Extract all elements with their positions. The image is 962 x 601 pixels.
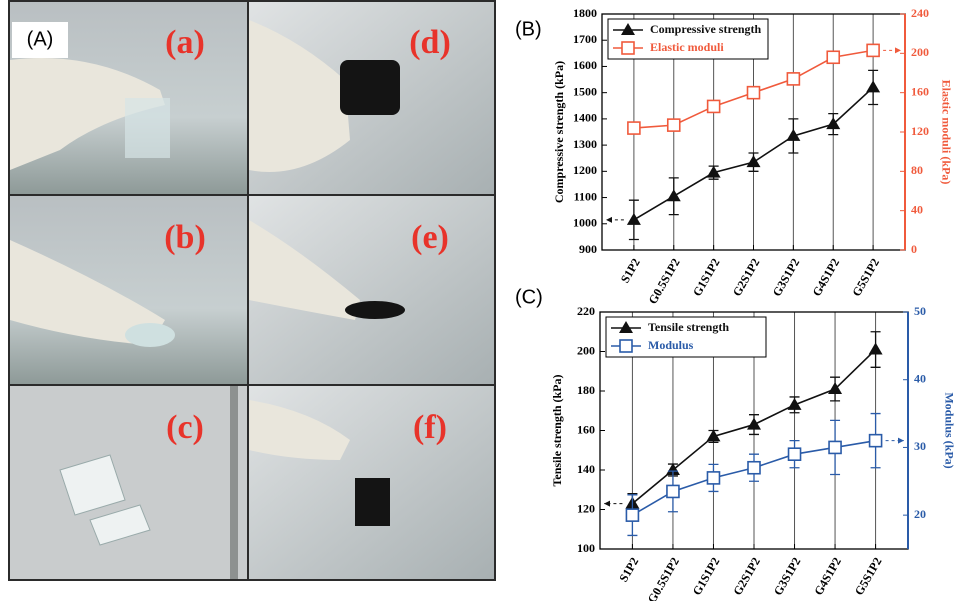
marker: [789, 448, 801, 460]
y-tick-label: 1400: [573, 111, 597, 125]
x-tick-label: S1P2: [616, 555, 641, 585]
panel-label: (A): [27, 28, 54, 50]
marker: [870, 435, 882, 447]
marker: [707, 472, 719, 484]
legend-label: Tensile strength: [648, 320, 729, 334]
x-tick-label: G0.5S1P2: [645, 555, 682, 601]
y-tick-label: 1100: [574, 189, 597, 203]
photo-panel: (A) (a) (d) (b) (e) (c) (f): [8, 0, 496, 581]
marker: [867, 44, 879, 56]
marker: [827, 51, 839, 63]
x-tick-label: G5S1P2: [849, 256, 882, 299]
axis-pointer-head: [604, 501, 610, 507]
axis-pointer-head: [898, 438, 904, 444]
y-tick-label: 1200: [573, 163, 597, 177]
y2-tick-label: 20: [914, 507, 926, 521]
y2-tick-label: 30: [914, 439, 926, 453]
y-tick-label: 900: [579, 242, 597, 256]
marker: [788, 398, 802, 410]
legend-label: Modulus: [648, 338, 694, 352]
y2-tick-label: 40: [911, 202, 923, 216]
photo-label: (f): [413, 409, 447, 446]
marker: [787, 73, 799, 85]
gel: [125, 98, 170, 158]
y-tick-label: 220: [577, 304, 595, 318]
y2-tick-label: 160: [911, 84, 929, 98]
x-tick-label: G2S1P2: [730, 256, 763, 299]
x-tick-label: G0.5S1P2: [645, 256, 682, 307]
axis-pointer-head: [606, 217, 612, 223]
y2-tick-label: 40: [914, 371, 926, 385]
y-tick-label: 1500: [573, 84, 597, 98]
marker: [667, 189, 681, 201]
x-tick-label: G4S1P2: [809, 256, 842, 299]
photo-label: (a): [165, 24, 205, 61]
y-tick-label: 120: [577, 501, 595, 515]
legend-label: Elastic moduli: [650, 40, 724, 54]
gel: [340, 60, 400, 115]
x-tick-label: G1S1P2: [690, 555, 723, 598]
marker: [747, 418, 761, 430]
y-tick-label: 1300: [573, 137, 597, 151]
marker: [626, 509, 638, 521]
marker: [622, 42, 634, 54]
y-tick-label: 160: [577, 422, 595, 436]
panel-label: (C): [515, 286, 543, 308]
y2-tick-label: 0: [911, 242, 917, 256]
x-tick-label: G4S1P2: [811, 555, 844, 598]
gel: [345, 301, 405, 319]
y-axis-label: Compressive strength (kPa): [552, 61, 566, 203]
marker: [628, 122, 640, 134]
y2-tick-label: 240: [911, 6, 929, 20]
y-axis-label: Tensile strength (kPa): [550, 374, 564, 486]
marker: [708, 100, 720, 112]
y-tick-label: 1700: [573, 32, 597, 46]
legend-label: Compressive strength: [650, 22, 762, 36]
y-tick-label: 140: [577, 462, 595, 476]
photo-c: [10, 386, 247, 579]
rod: [230, 386, 238, 579]
marker: [747, 155, 761, 167]
marker: [869, 343, 883, 355]
panel-label: (B): [515, 18, 542, 40]
photo-label: (b): [164, 219, 206, 256]
gel: [125, 323, 175, 347]
gel: [355, 478, 390, 526]
y-tick-label: 180: [577, 383, 595, 397]
y-tick-label: 1600: [573, 58, 597, 72]
photo-label: (c): [166, 409, 204, 446]
marker: [748, 462, 760, 474]
marker: [667, 485, 679, 497]
marker: [627, 213, 641, 225]
marker: [620, 340, 632, 352]
y-tick-label: 100: [577, 541, 595, 555]
x-tick-label: S1P2: [618, 256, 643, 286]
y2-tick-label: 80: [911, 163, 923, 177]
x-tick-label: G5S1P2: [852, 555, 885, 598]
x-tick-label: G3S1P2: [771, 555, 804, 598]
y-tick-label: 1000: [573, 216, 597, 230]
x-tick-label: G3S1P2: [770, 256, 803, 299]
x-tick-label: G1S1P2: [690, 256, 723, 299]
marker: [748, 87, 760, 99]
x-tick-label: G2S1P2: [730, 555, 763, 598]
y2-axis-label: Modulus (kPa): [942, 392, 956, 468]
y2-tick-label: 200: [911, 45, 929, 59]
photo-label: (e): [411, 219, 449, 256]
marker: [668, 119, 680, 131]
y2-tick-label: 120: [911, 124, 929, 138]
figure: (A) (a) (d) (b) (e) (c) (f) (B)S1P2G0.5S…: [0, 0, 962, 601]
marker: [866, 80, 880, 92]
y-tick-label: 200: [577, 343, 595, 357]
marker: [829, 441, 841, 453]
y-tick-label: 1800: [573, 6, 597, 20]
photo-label: (d): [409, 24, 451, 61]
axis-pointer-head: [895, 47, 901, 53]
y2-axis-label: Elastic moduli (kPa): [939, 80, 953, 185]
y2-tick-label: 50: [914, 304, 926, 318]
